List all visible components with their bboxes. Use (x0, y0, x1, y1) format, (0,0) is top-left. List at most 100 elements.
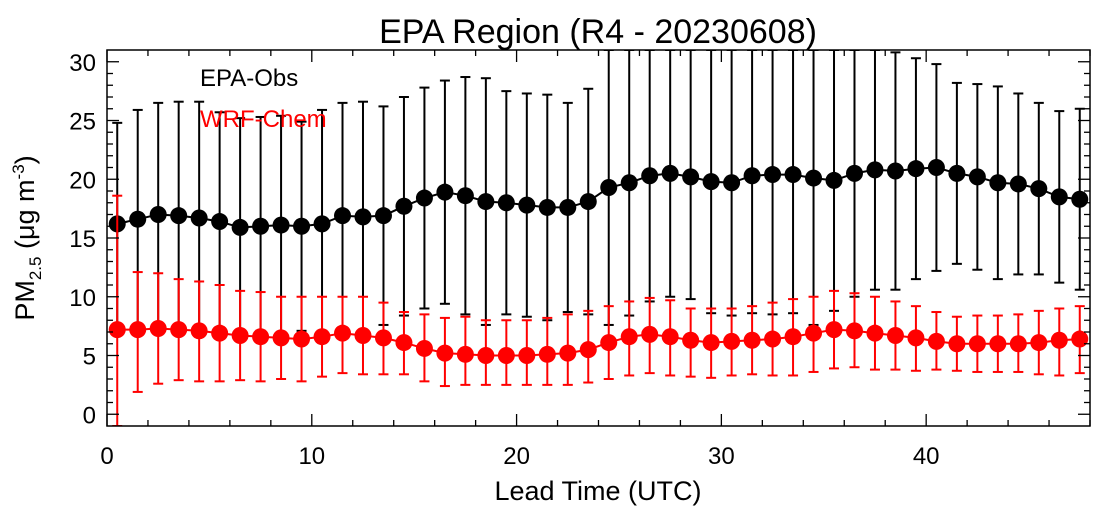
y-axis: 0 5 10 15 20 25 30 (69, 50, 1090, 429)
data-point (989, 335, 1007, 353)
data-point (641, 167, 659, 185)
data-point (825, 171, 843, 189)
chart-title: EPA Region (R4 - 20230608) (379, 13, 817, 51)
series-wrf-chem (0, 194, 1089, 426)
data-point (661, 328, 679, 346)
series-layer (0, 50, 1089, 426)
data-point (1071, 190, 1089, 208)
data-point (723, 332, 741, 350)
y-tick-label: 15 (69, 226, 96, 253)
data-point (436, 183, 454, 201)
data-point (293, 217, 311, 235)
data-point (395, 197, 413, 215)
data-point (886, 327, 904, 345)
data-point (927, 159, 945, 176)
x-tick-label: 0 (100, 443, 113, 470)
legend-entry-wrf-chem: WRF-Chem (200, 106, 327, 133)
data-point (497, 347, 515, 364)
data-point (293, 330, 311, 348)
data-point (374, 329, 392, 347)
y-axis-label-subscript: 2.5 (26, 257, 45, 281)
data-point (1030, 334, 1048, 352)
data-point (1050, 188, 1068, 206)
y-tick-label: 10 (69, 285, 96, 312)
y-tick-label: 20 (69, 167, 96, 194)
x-tick-label: 20 (503, 443, 530, 470)
data-point (313, 328, 331, 346)
plot-area (0, 49, 1091, 427)
y-tick-label: 30 (69, 50, 96, 77)
data-point (0, 194, 9, 211)
data-point (1009, 175, 1027, 193)
series-epa-obs (0, 50, 1089, 339)
data-point (845, 164, 863, 182)
data-point (825, 321, 843, 339)
data-point (252, 217, 270, 235)
data-point (538, 198, 556, 216)
data-point (559, 344, 577, 362)
data-point (170, 321, 188, 339)
data-point (702, 334, 720, 352)
data-point (907, 160, 925, 178)
y-axis-label: PM2.5 (μg m-3) (9, 155, 45, 320)
data-point (989, 174, 1007, 192)
data-point (784, 166, 802, 184)
data-point (682, 168, 700, 186)
data-point (661, 164, 679, 182)
data-point (620, 174, 638, 192)
y-axis-label-units-close: ) (10, 155, 40, 164)
legend: EPA-Obs WRF-Chem (200, 65, 327, 133)
data-point (805, 169, 823, 187)
data-point (600, 334, 618, 352)
y-tick-label: 5 (83, 344, 96, 371)
data-point (743, 331, 761, 349)
data-point (436, 344, 454, 362)
data-point (641, 325, 659, 343)
legend-entry-epa-obs: EPA-Obs (200, 65, 298, 92)
data-point (1050, 331, 1068, 349)
data-point (354, 327, 372, 345)
x-axis: 0 10 20 30 40 (100, 50, 1091, 470)
data-point (968, 335, 986, 353)
data-point (518, 347, 536, 364)
data-point (477, 347, 495, 364)
data-point (170, 207, 188, 225)
y-tick-label: 25 (69, 109, 96, 136)
data-point (231, 218, 249, 236)
data-point (907, 329, 925, 347)
data-point (374, 207, 392, 225)
data-point (600, 178, 618, 196)
data-point (211, 213, 229, 231)
data-point (231, 327, 249, 345)
data-point (334, 324, 352, 342)
data-point (456, 187, 474, 205)
data-point (927, 332, 945, 350)
data-point (559, 198, 577, 216)
data-point (764, 166, 782, 184)
data-point (477, 193, 495, 211)
data-point (415, 189, 433, 207)
data-point (190, 209, 208, 227)
data-point (252, 328, 270, 346)
data-point (845, 322, 863, 340)
x-tick-label: 40 (913, 443, 940, 470)
data-point (395, 334, 413, 352)
data-point (415, 339, 433, 357)
data-point (0, 327, 9, 344)
data-point (211, 324, 229, 342)
data-point (108, 321, 126, 339)
data-point (805, 324, 823, 342)
data-point (129, 321, 147, 339)
data-point (354, 208, 372, 226)
x-tick-label: 30 (708, 443, 735, 470)
data-point (1009, 335, 1027, 353)
y-axis-label-units: (μg m (10, 179, 40, 256)
data-point (743, 167, 761, 185)
data-point (456, 345, 474, 363)
y-axis-label-main: PM (10, 280, 40, 321)
data-point (784, 328, 802, 346)
data-point (1030, 180, 1048, 198)
y-axis-label-superscript: -3 (9, 164, 28, 179)
data-point (149, 319, 167, 337)
